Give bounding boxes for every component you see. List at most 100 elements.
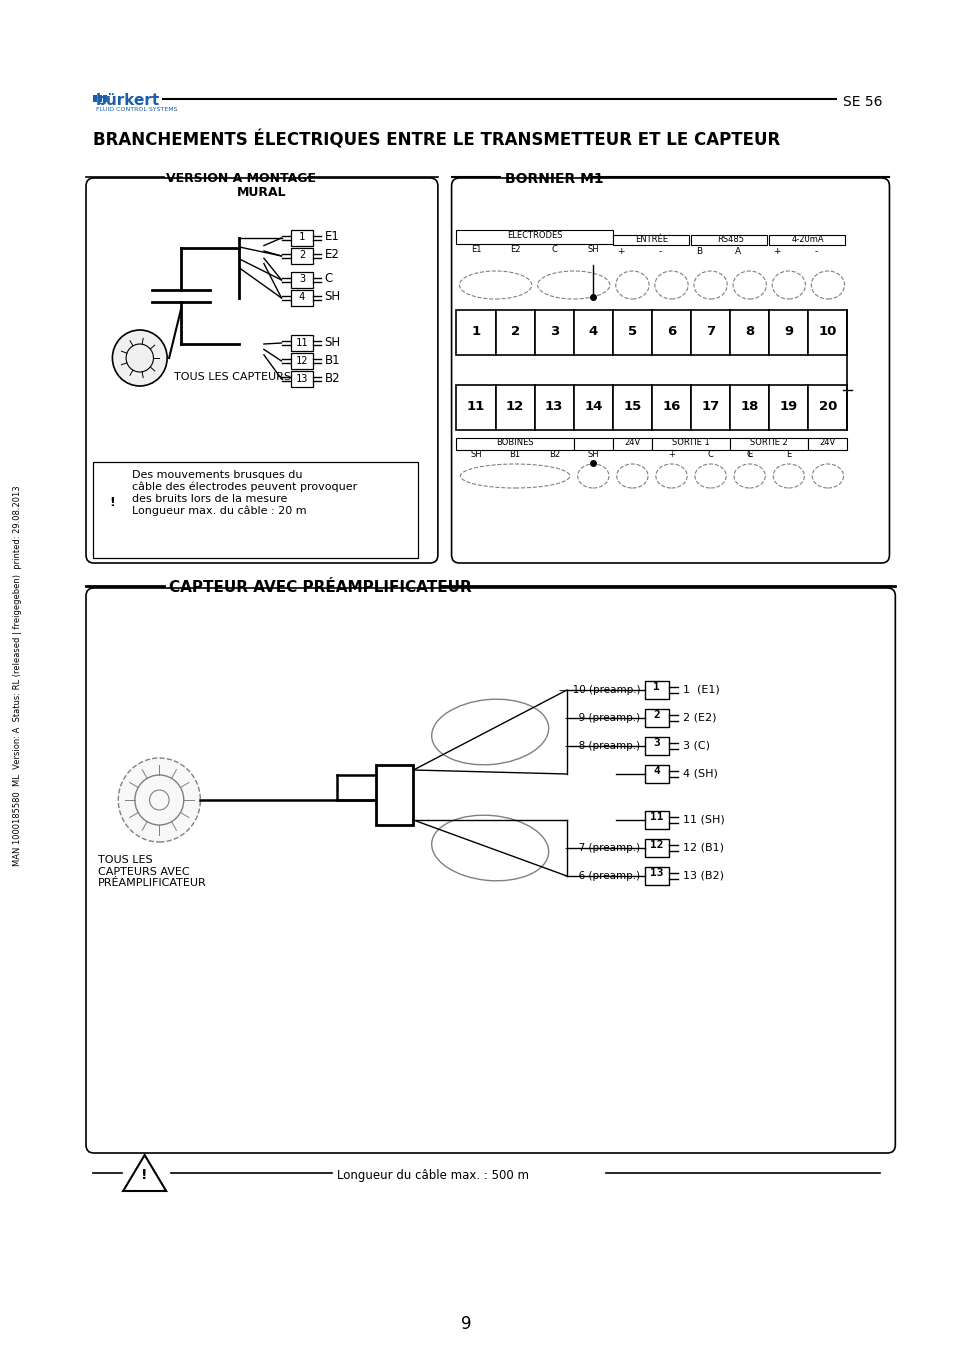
Bar [644,681,668,699]
Text: 11: 11 [295,338,308,347]
Text: 3 (C): 3 (C) [682,740,709,750]
Bar [456,310,495,356]
Text: 3: 3 [549,324,558,338]
Bar [291,230,313,246]
Text: 2: 2 [298,250,305,261]
Bar [573,438,612,450]
Text: 5: 5 [627,324,637,338]
Text: MAN 1000185580  ML  Version: A  Status: RL (released | freigegeben)  printed: 29: MAN 1000185580 ML Version: A Status: RL … [13,485,22,867]
Text: 12 (B1): 12 (B1) [682,842,723,852]
Text: 7: 7 [705,324,715,338]
Text: E: E [785,450,791,458]
Bar [644,811,668,829]
Text: A: A [734,247,740,256]
Text: — 7 (preamp.): — 7 (preamp.) [564,844,639,853]
Text: E1: E1 [470,245,480,254]
Text: +: + [667,450,674,458]
Text: 10: 10 [818,324,836,338]
Text: SH: SH [324,291,340,303]
Bar [534,385,573,430]
Bar [768,235,844,245]
Text: C: C [324,273,333,285]
Text: 12: 12 [295,356,308,365]
Text: 1: 1 [653,681,659,692]
Bar [291,353,313,369]
Text: 11: 11 [466,400,485,412]
Bar [644,840,668,857]
Text: +: + [773,247,780,256]
Text: !: ! [141,1168,148,1182]
Text: 15: 15 [622,400,640,412]
Text: 6: 6 [666,324,676,338]
Text: bürkert: bürkert [95,93,160,108]
Text: 2 (E2): 2 (E2) [682,713,716,722]
Text: SE 56: SE 56 [841,95,882,110]
Text: 14: 14 [583,400,602,412]
Bar [495,310,534,356]
Bar [690,310,729,356]
Bar [651,385,690,430]
Bar [644,737,668,754]
Text: TOUS LES CAPTEURS: TOUS LES CAPTEURS [173,372,291,383]
Bar [644,765,668,783]
Text: CAPTEUR AVEC PRÉAMPLIFICATEUR: CAPTEUR AVEC PRÉAMPLIFICATEUR [169,580,472,595]
Bar [456,230,612,243]
Text: 17: 17 [700,400,719,412]
Text: B2: B2 [548,450,559,458]
Bar [291,272,313,288]
Text: E2: E2 [509,245,519,254]
Text: FLUID CONTROL SYSTEMS: FLUID CONTROL SYSTEMS [95,107,177,112]
Text: SH: SH [470,450,481,458]
Text: — 6 (preamp.): — 6 (preamp.) [564,871,639,882]
Text: 1: 1 [298,233,305,242]
Text: SH: SH [587,450,598,458]
Bar [690,235,766,245]
Text: 9: 9 [460,1315,471,1333]
Text: MURAL: MURAL [237,187,287,199]
Text: 13: 13 [295,373,308,384]
Text: 4 (SH): 4 (SH) [682,768,718,777]
Bar [573,310,612,356]
Bar [291,335,313,352]
Bar [729,385,768,430]
Bar [612,438,651,450]
Text: 1  (E1): 1 (E1) [682,684,720,694]
Text: VERSION A MONTAGE: VERSION A MONTAGE [166,172,315,185]
Text: Longueur du câble max. : 500 m: Longueur du câble max. : 500 m [336,1169,529,1182]
Text: BORNIER M1: BORNIER M1 [505,172,603,187]
Text: SH: SH [324,335,340,349]
Text: Des mouvements brusques du
câble des électrodes peuvent provoquer
des bruits lor: Des mouvements brusques du câble des éle… [132,470,356,516]
Bar [651,438,729,450]
Text: E1: E1 [324,230,339,243]
Text: 18: 18 [740,400,758,412]
Bar [456,385,495,430]
Text: BOBINES: BOBINES [496,438,534,448]
Bar [768,385,807,430]
Text: -: - [658,247,660,256]
Bar [807,310,846,356]
Bar [690,385,729,430]
Text: ELECTRODES: ELECTRODES [506,231,562,241]
Text: -: - [814,247,817,256]
Text: 20: 20 [818,400,836,412]
Text: SORTIE 1: SORTIE 1 [672,438,709,448]
Bar [768,310,807,356]
Bar [644,867,668,886]
Bar [807,385,846,430]
Text: BRANCHEMENTS ÉLECTRIQUES ENTRE LE TRANSMETTEUR ET LE CAPTEUR: BRANCHEMENTS ÉLECTRIQUES ENTRE LE TRANSM… [92,130,780,149]
Text: B: B [695,247,701,256]
Bar [612,235,688,245]
Text: 12: 12 [649,840,663,850]
Text: 2: 2 [653,710,659,721]
Text: 13: 13 [544,400,563,412]
Bar [291,247,313,264]
Bar [456,438,573,450]
Text: 8: 8 [744,324,754,338]
Bar [375,765,413,825]
Text: 24V: 24V [623,438,639,448]
Text: 19: 19 [779,400,797,412]
Bar [291,370,313,387]
Text: 4-20mA: 4-20mA [791,235,823,243]
Text: — 10 (preamp.): — 10 (preamp.) [558,685,639,695]
Bar [729,438,807,450]
